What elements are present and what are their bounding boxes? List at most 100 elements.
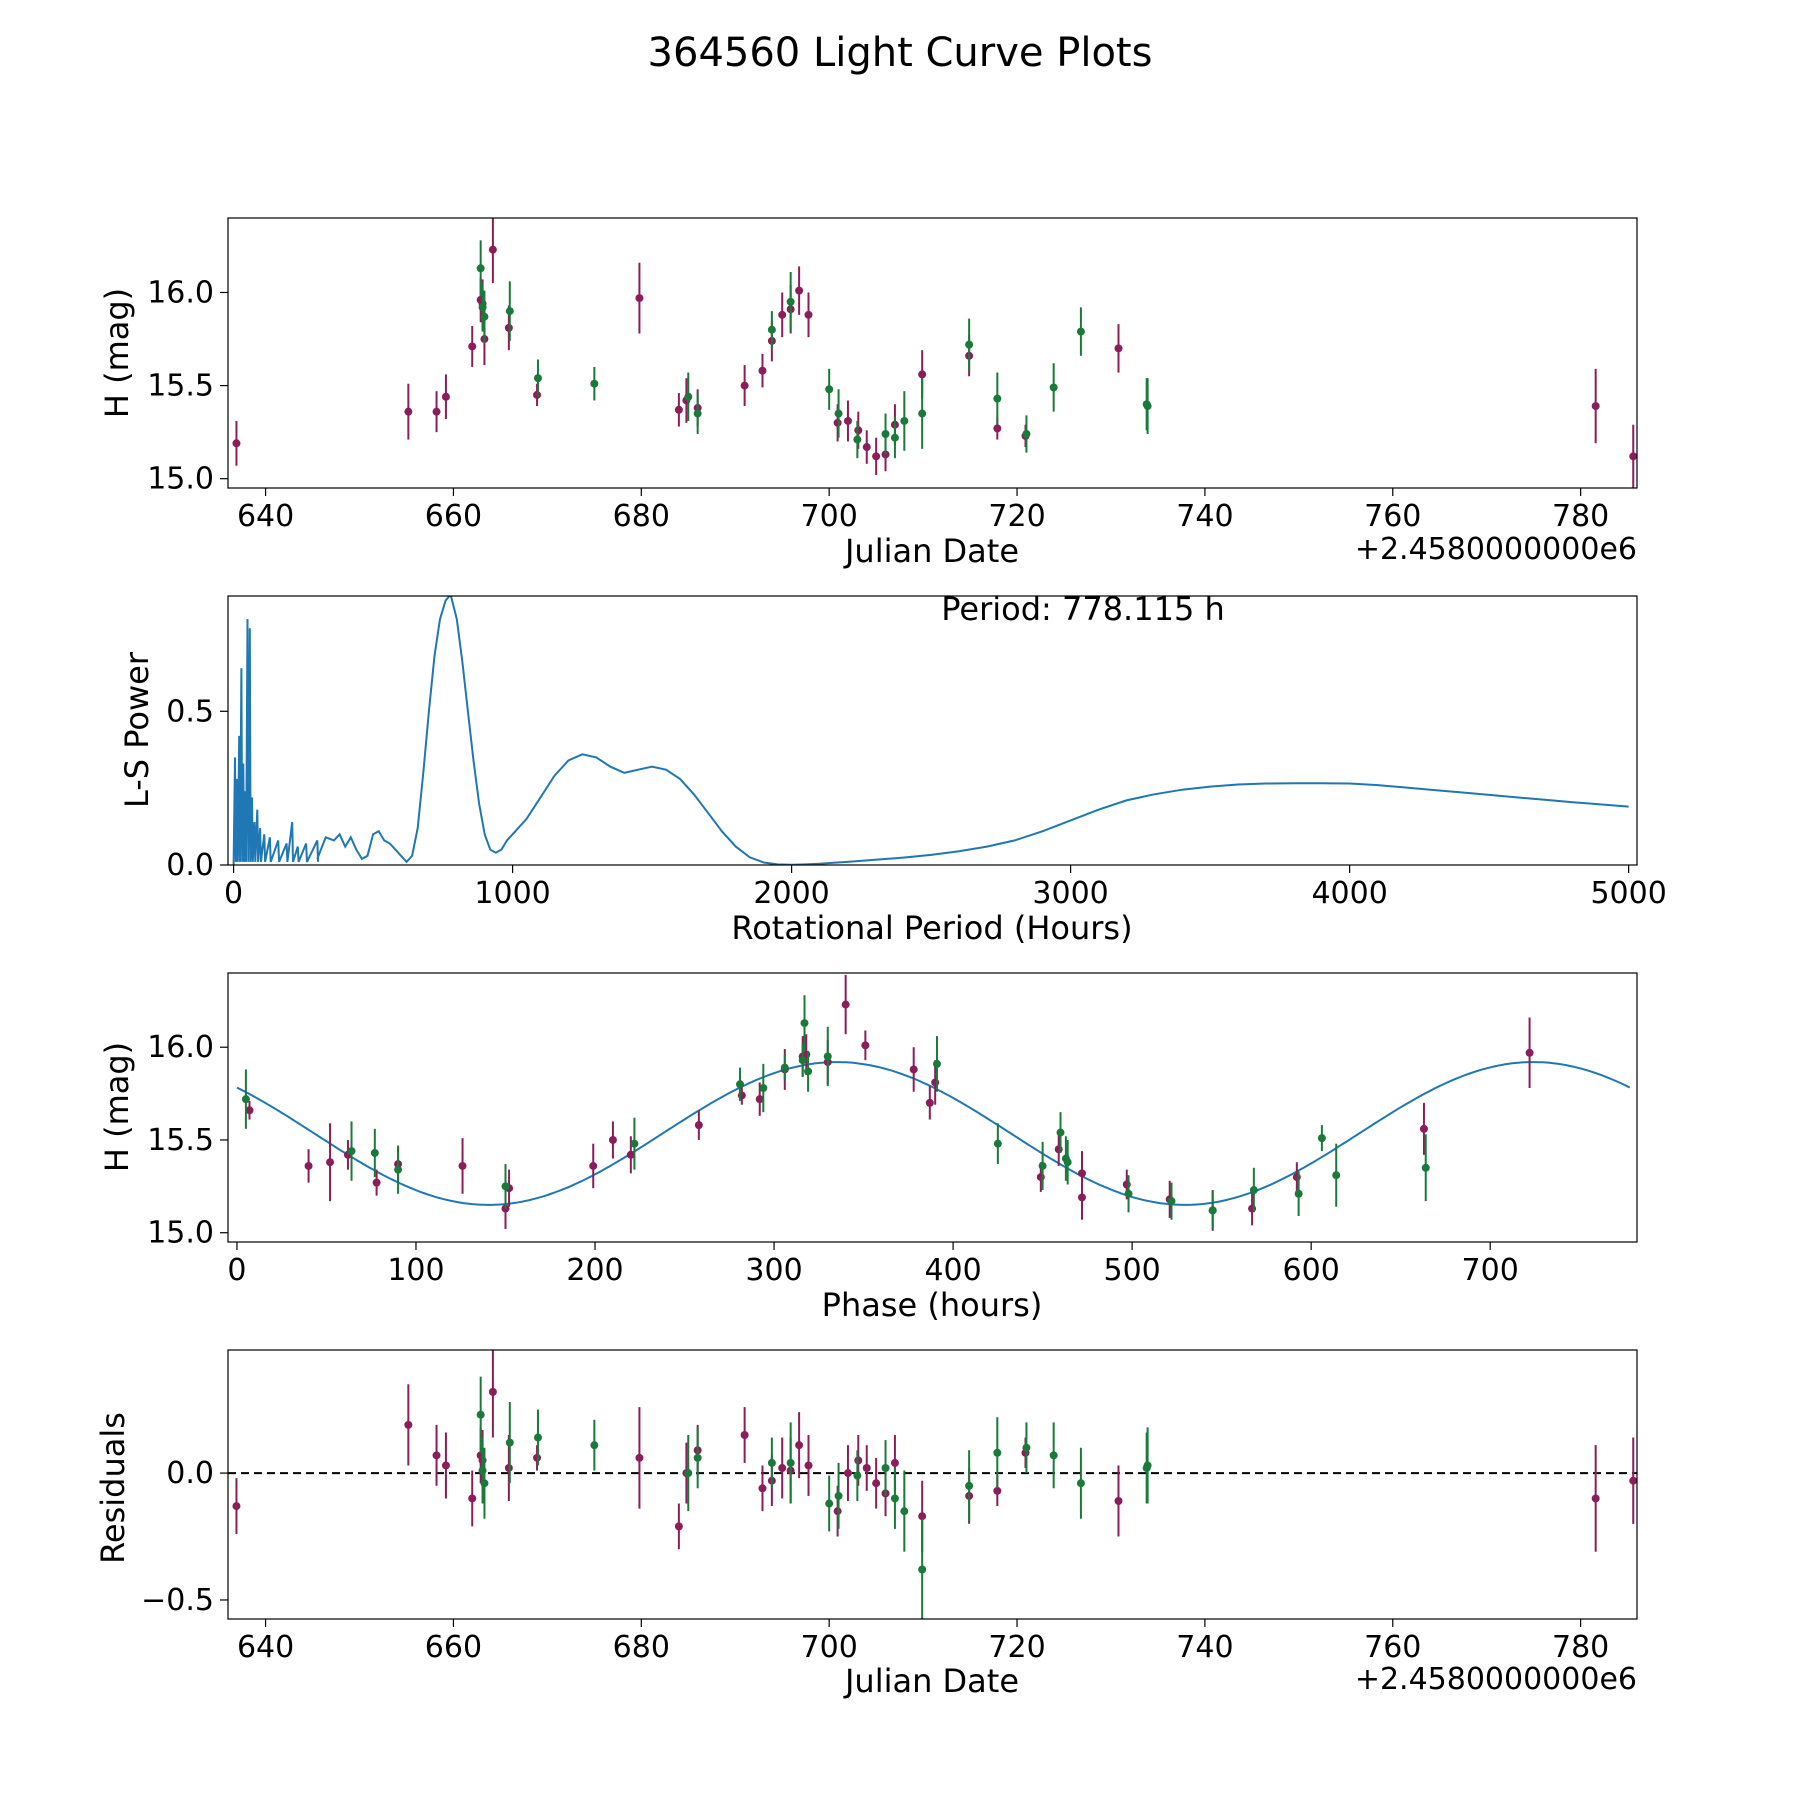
data-point xyxy=(488,245,497,254)
data-point xyxy=(404,1420,413,1429)
data-point xyxy=(441,392,450,401)
data-point xyxy=(890,1458,899,1467)
data-point xyxy=(1294,1189,1303,1198)
data-point xyxy=(758,1484,767,1493)
lc-xtick-label: 660 xyxy=(425,499,482,534)
data-point xyxy=(1317,1134,1326,1143)
data-point xyxy=(590,379,599,388)
data-point xyxy=(881,1464,890,1473)
data-point xyxy=(505,1438,514,1447)
light-curve-ylabel: H (mag) xyxy=(98,288,136,418)
lc-xtick-label: 700 xyxy=(801,499,858,534)
lc-plot-area xyxy=(232,218,1637,488)
data-point xyxy=(505,307,514,316)
residuals-ticks: 640 660 680 700 720 740 760 780 −0.5 0.0 xyxy=(141,1456,1609,1665)
data-point xyxy=(347,1147,356,1156)
data-point xyxy=(232,439,241,448)
data-point xyxy=(476,264,485,273)
data-point xyxy=(800,1019,809,1028)
resid-plot-area xyxy=(228,1350,1637,1619)
data-point xyxy=(468,342,477,351)
data-point xyxy=(834,409,843,418)
phase-ytick-label: 15.5 xyxy=(147,1123,214,1158)
data-point xyxy=(740,1431,749,1440)
light-curve-ticks: 640 660 680 700 720 740 760 780 15.0 15.5 16.0 xyxy=(147,275,1609,534)
phase-ticks: 0 100 200 300 400 500 600 700 15.0 15.5 16.0 xyxy=(147,1030,1519,1288)
phase-xtick-label: 500 xyxy=(1103,1253,1160,1288)
lc-xtick-label: 780 xyxy=(1552,499,1609,534)
data-point xyxy=(626,1150,635,1159)
data-point xyxy=(900,1507,909,1516)
data-point xyxy=(1249,1186,1258,1195)
data-point xyxy=(841,1000,850,1009)
phase-panel: 0 100 200 300 400 500 600 700 15.0 15.5 16.0 Phase… xyxy=(98,972,1638,1324)
resid-xtick-label: 740 xyxy=(1176,1630,1233,1665)
residuals-marks xyxy=(228,1350,1637,1619)
data-point xyxy=(918,1512,927,1521)
resid-xtick-label: 700 xyxy=(801,1630,858,1665)
ls-xtick-label: 2000 xyxy=(753,876,829,911)
data-point xyxy=(834,1491,843,1500)
data-point xyxy=(1076,327,1085,336)
lc-xtick-label: 680 xyxy=(613,499,670,534)
phase-series-filter-b xyxy=(241,995,1430,1230)
data-point xyxy=(1114,344,1123,353)
data-point xyxy=(965,340,974,349)
data-point xyxy=(1591,1494,1600,1503)
ls-plot-area xyxy=(232,596,1629,865)
data-point xyxy=(432,407,441,416)
data-point xyxy=(370,1148,379,1157)
data-point xyxy=(1036,1173,1045,1182)
data-point xyxy=(786,1458,795,1467)
data-point xyxy=(965,1481,974,1490)
lc-xtick-label: 720 xyxy=(988,499,1045,534)
light-curve-x-offset: +2.4580000000e6 xyxy=(1355,532,1637,567)
periodogram-noise-spikes xyxy=(232,619,320,865)
resid-xtick-label: 720 xyxy=(988,1630,1045,1665)
data-point xyxy=(630,1139,639,1148)
data-point xyxy=(1122,1180,1131,1189)
data-point xyxy=(480,1479,489,1488)
data-point xyxy=(758,366,767,375)
data-point xyxy=(1038,1161,1047,1170)
periodogram-ticks: 0 1000 2000 3000 4000 5000 0.0 0.5 xyxy=(166,694,1667,911)
data-point xyxy=(795,286,804,295)
data-point xyxy=(684,1469,693,1478)
data-point xyxy=(825,1499,834,1508)
resid-xtick-label: 660 xyxy=(425,1630,482,1665)
phase-ytick-label: 16.0 xyxy=(147,1030,214,1065)
data-point xyxy=(890,1494,899,1503)
data-point xyxy=(795,1441,804,1450)
data-point xyxy=(993,1139,1002,1148)
periodogram-axes-frame xyxy=(227,595,1638,866)
data-point xyxy=(853,1471,862,1480)
data-point xyxy=(635,294,644,303)
phase-xtick-label: 300 xyxy=(745,1253,802,1288)
data-point xyxy=(1114,1496,1123,1505)
data-point xyxy=(304,1161,313,1170)
data-point xyxy=(872,1479,881,1488)
data-point xyxy=(1332,1171,1341,1180)
data-point xyxy=(862,443,871,452)
figure-title: 364560 Light Curve Plots xyxy=(648,30,1153,76)
data-point xyxy=(1022,1443,1031,1452)
data-point xyxy=(533,1433,542,1442)
phase-ytick-label: 15.0 xyxy=(147,1216,214,1251)
data-point xyxy=(925,1098,934,1107)
data-point xyxy=(1629,1476,1637,1485)
data-point xyxy=(1054,1145,1063,1154)
data-point xyxy=(674,1522,683,1531)
lc-xtick-label: 740 xyxy=(1176,499,1233,534)
data-point xyxy=(1063,1158,1072,1167)
lc-ytick-label: 16.0 xyxy=(147,275,214,310)
data-point xyxy=(1077,1169,1086,1178)
resid-series-filter-b xyxy=(476,1376,1152,1619)
phase-ylabel: H (mag) xyxy=(98,1042,136,1172)
data-point xyxy=(501,1182,510,1191)
phase-xtick-label: 600 xyxy=(1283,1253,1340,1288)
data-point xyxy=(767,1458,776,1467)
residuals-axes-frame xyxy=(227,1349,1638,1620)
phase-xtick-label: 700 xyxy=(1462,1253,1519,1288)
periodogram-panel: 0 1000 2000 3000 4000 5000 0.0 0.5 Period: 778.… xyxy=(118,590,1667,947)
